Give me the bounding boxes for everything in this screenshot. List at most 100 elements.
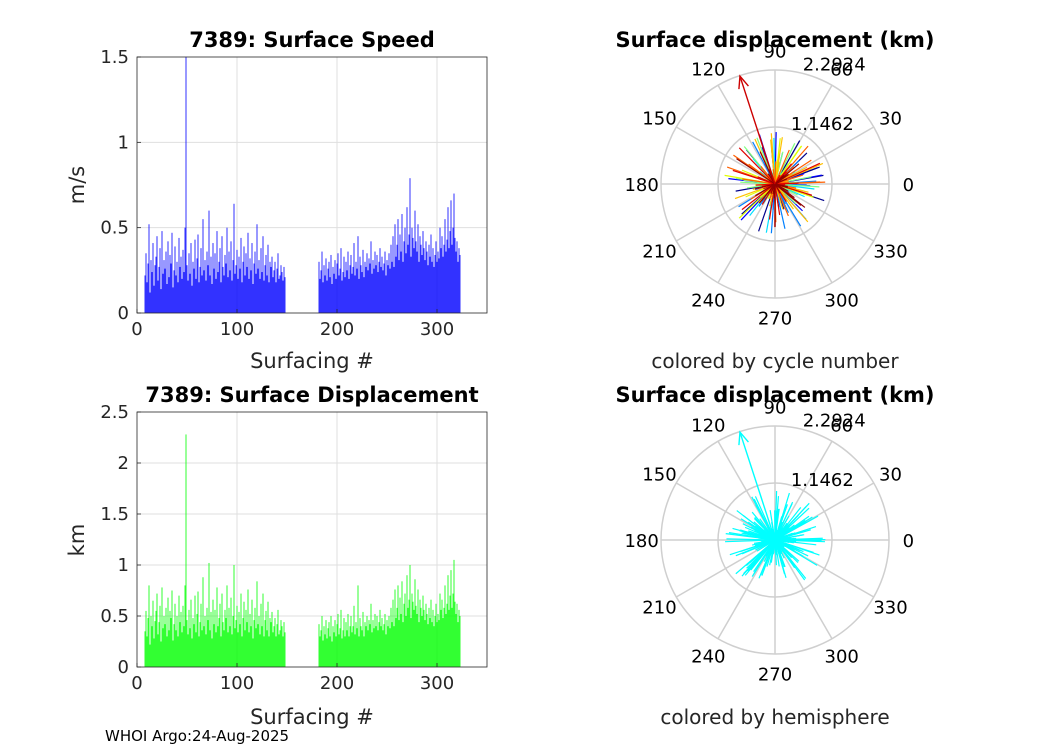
polar-chart-hemisphere: 0 30 60 90 120 150 180 210 240 270 300 330 1.1462 2.2… bbox=[615, 383, 934, 729]
bar bbox=[381, 256, 383, 313]
bar bbox=[241, 636, 243, 667]
bar bbox=[349, 265, 351, 313]
bar bbox=[176, 616, 178, 667]
bar bbox=[173, 270, 175, 313]
bar bbox=[235, 265, 237, 313]
bar bbox=[414, 210, 416, 313]
bar bbox=[257, 268, 259, 313]
bar bbox=[222, 266, 224, 313]
bar bbox=[185, 434, 187, 667]
bar bbox=[155, 256, 157, 313]
bar bbox=[405, 616, 407, 667]
bar bbox=[194, 595, 196, 667]
bar bbox=[171, 232, 173, 313]
bar bbox=[244, 630, 246, 667]
bar bbox=[360, 265, 362, 313]
bar bbox=[372, 260, 374, 313]
bar bbox=[372, 620, 374, 667]
y-tick-label: 2 bbox=[118, 453, 129, 474]
bar bbox=[262, 593, 264, 667]
bar bbox=[218, 618, 220, 667]
bar bbox=[437, 613, 439, 667]
bar bbox=[192, 618, 194, 667]
bar bbox=[197, 234, 199, 313]
bar bbox=[166, 283, 168, 313]
bar bbox=[152, 243, 154, 313]
speed-yticks: 0 0.5 1 1.5 bbox=[100, 47, 141, 324]
bar bbox=[248, 632, 250, 667]
displacement-vector bbox=[741, 539, 776, 577]
displacement-xticks: 0 100 200 300 bbox=[131, 663, 454, 694]
bar bbox=[274, 261, 276, 313]
bar bbox=[327, 268, 329, 313]
bar bbox=[385, 634, 387, 667]
bar bbox=[409, 565, 411, 667]
bar bbox=[367, 270, 369, 313]
bar bbox=[439, 593, 441, 667]
bar bbox=[209, 275, 211, 313]
bar bbox=[427, 265, 429, 313]
y-tick-label: 1.5 bbox=[100, 47, 129, 68]
bar bbox=[247, 589, 249, 667]
bar bbox=[156, 236, 158, 313]
bar bbox=[378, 622, 380, 667]
bar bbox=[241, 282, 243, 313]
bar bbox=[378, 261, 380, 313]
displacement-vector bbox=[738, 147, 776, 185]
bar bbox=[410, 618, 412, 667]
bar bbox=[396, 244, 398, 313]
displacement-vector bbox=[774, 183, 788, 189]
bar bbox=[383, 263, 385, 313]
bar bbox=[276, 624, 278, 667]
bar bbox=[351, 632, 353, 667]
bar bbox=[429, 256, 431, 313]
bar bbox=[167, 597, 169, 667]
bar bbox=[459, 254, 461, 313]
bar bbox=[151, 272, 153, 313]
bar bbox=[369, 263, 371, 313]
polar-angle-label: 270 bbox=[758, 308, 792, 329]
bar bbox=[154, 621, 156, 667]
bar bbox=[175, 275, 177, 313]
bar bbox=[179, 266, 181, 313]
bar bbox=[236, 249, 238, 313]
polar1-note: colored by cycle number bbox=[651, 349, 899, 373]
bar bbox=[173, 624, 175, 667]
speed-bars bbox=[144, 57, 461, 313]
bar bbox=[232, 260, 234, 313]
bar bbox=[193, 268, 195, 313]
bar bbox=[270, 266, 272, 313]
bar bbox=[257, 624, 259, 667]
bar bbox=[279, 275, 281, 313]
bar bbox=[282, 280, 284, 313]
bar bbox=[163, 260, 165, 313]
bar bbox=[422, 231, 424, 313]
bar bbox=[214, 253, 216, 313]
bar bbox=[379, 248, 381, 313]
bar bbox=[392, 599, 394, 667]
bar bbox=[200, 248, 202, 313]
bar bbox=[440, 609, 442, 667]
bar bbox=[394, 224, 396, 313]
bar bbox=[200, 603, 202, 667]
bar bbox=[382, 630, 384, 667]
bar bbox=[208, 562, 210, 667]
bar bbox=[456, 603, 458, 667]
bar bbox=[424, 620, 426, 667]
bar bbox=[391, 261, 393, 313]
bar bbox=[193, 624, 195, 667]
footer-credit: WHOI Argo:24-Aug-2025 bbox=[105, 727, 289, 745]
bar bbox=[430, 599, 432, 667]
bar bbox=[376, 616, 378, 667]
polar-angle-label: 330 bbox=[873, 598, 907, 619]
bar bbox=[386, 620, 388, 667]
polar-spoke bbox=[774, 539, 833, 640]
bar bbox=[337, 253, 339, 313]
bar bbox=[417, 224, 419, 313]
bar bbox=[214, 609, 216, 667]
displacement-vector bbox=[736, 158, 776, 185]
displacement-vector bbox=[767, 539, 776, 555]
bar bbox=[387, 626, 389, 667]
bar bbox=[445, 613, 447, 667]
bar bbox=[277, 609, 279, 667]
